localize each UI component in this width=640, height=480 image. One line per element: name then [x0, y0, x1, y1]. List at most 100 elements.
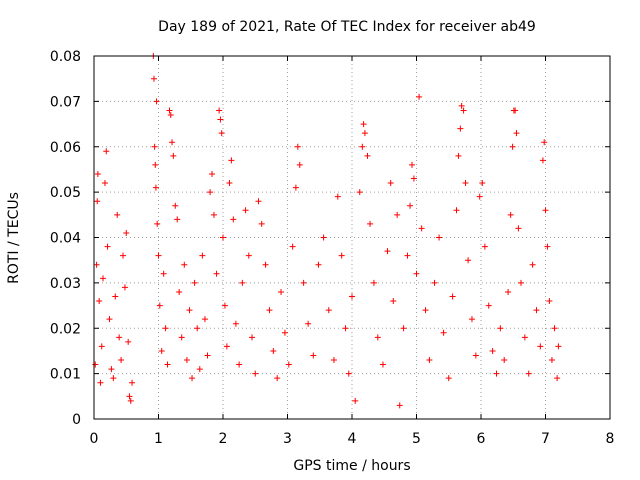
data-point — [114, 211, 121, 218]
data-point — [345, 370, 352, 377]
data-point — [258, 220, 265, 227]
data-point — [201, 316, 208, 323]
data-point — [481, 243, 488, 250]
x-tick-labels: 0 1 2 3 4 5 6 7 8 — [90, 431, 615, 447]
y-tick-label: 0.08 — [50, 49, 81, 65]
data-point — [104, 243, 111, 250]
data-point — [418, 225, 425, 232]
data-point — [127, 397, 134, 404]
data-point — [334, 193, 341, 200]
y-tick-labels: 0 0.01 0.02 0.03 0.04 0.05 0.06 0.07 0.08 — [50, 49, 81, 428]
x-tick-label: 3 — [283, 431, 292, 447]
data-point — [97, 379, 104, 386]
data-point — [554, 375, 561, 382]
chart-title: Day 189 of 2021, Rate Of TEC Index for r… — [158, 19, 536, 35]
data-point — [176, 288, 183, 295]
data-point — [315, 261, 322, 268]
y-axis-label: ROTI / TECUs — [6, 192, 22, 284]
data-point — [416, 93, 423, 100]
data-point — [129, 379, 136, 386]
data-point — [281, 329, 288, 336]
data-point — [384, 248, 391, 255]
data-point — [152, 184, 159, 191]
x-tick-label: 1 — [154, 431, 163, 447]
data-point — [274, 375, 281, 382]
data-point — [228, 157, 235, 164]
data-point — [121, 284, 128, 291]
data-point — [537, 343, 544, 350]
data-point — [278, 288, 285, 295]
data-point — [186, 307, 193, 314]
data-point — [330, 357, 337, 364]
data-point — [92, 361, 99, 368]
data-point — [449, 293, 456, 300]
data-point — [413, 270, 420, 277]
data-point — [476, 193, 483, 200]
data-point — [338, 252, 345, 259]
x-tick-label: 8 — [606, 431, 615, 447]
data-point — [199, 252, 206, 259]
data-point — [533, 307, 540, 314]
data-point — [110, 375, 117, 382]
y-tick-label: 0.05 — [50, 185, 81, 201]
data-point — [364, 152, 371, 159]
data-point — [94, 170, 101, 177]
data-point — [300, 279, 307, 286]
data-point — [125, 338, 132, 345]
plot-frame — [93, 55, 611, 420]
data-point — [396, 402, 403, 409]
data-point — [226, 180, 233, 187]
data-point — [529, 261, 536, 268]
data-point — [230, 216, 237, 223]
data-point — [123, 229, 130, 236]
data-point — [462, 180, 469, 187]
data-point — [153, 98, 160, 105]
data-point — [356, 189, 363, 196]
data-point — [410, 175, 417, 182]
data-point — [204, 352, 211, 359]
x-tick-label: 4 — [348, 431, 357, 447]
data-point — [539, 157, 546, 164]
data-point — [468, 316, 475, 323]
data-point — [266, 307, 273, 314]
data-point — [501, 357, 508, 364]
data-point — [164, 361, 171, 368]
data-point — [101, 180, 108, 187]
data-point — [453, 207, 460, 214]
data-point — [342, 325, 349, 332]
data-point — [154, 220, 161, 227]
data-point — [169, 139, 176, 146]
data-point — [485, 302, 492, 309]
data-point — [103, 148, 110, 155]
y-tick-label: 0.02 — [50, 321, 81, 337]
y-tick-label: 0 — [72, 412, 81, 428]
data-point — [242, 207, 249, 214]
data-point — [515, 225, 522, 232]
data-point — [223, 343, 230, 350]
y-tick-label: 0.06 — [50, 140, 81, 156]
data-point — [367, 220, 374, 227]
data-point — [167, 111, 174, 118]
data-point — [359, 143, 366, 150]
data-point — [370, 279, 377, 286]
data-point — [216, 107, 223, 114]
data-point — [94, 198, 101, 205]
data-point — [512, 107, 519, 114]
data-point — [497, 325, 504, 332]
data-point — [196, 366, 203, 373]
data-point — [472, 352, 479, 359]
data-point — [98, 343, 105, 350]
data-point — [262, 261, 269, 268]
data-point — [296, 161, 303, 168]
data-point — [458, 102, 465, 109]
data-point — [493, 370, 500, 377]
data-point — [218, 130, 225, 137]
data-point — [166, 107, 173, 114]
data-points — [92, 53, 562, 409]
data-point — [232, 320, 239, 327]
data-point — [155, 252, 162, 259]
x-tick-label: 2 — [219, 431, 228, 447]
data-point — [525, 370, 532, 377]
data-point — [422, 307, 429, 314]
data-point — [100, 275, 107, 282]
